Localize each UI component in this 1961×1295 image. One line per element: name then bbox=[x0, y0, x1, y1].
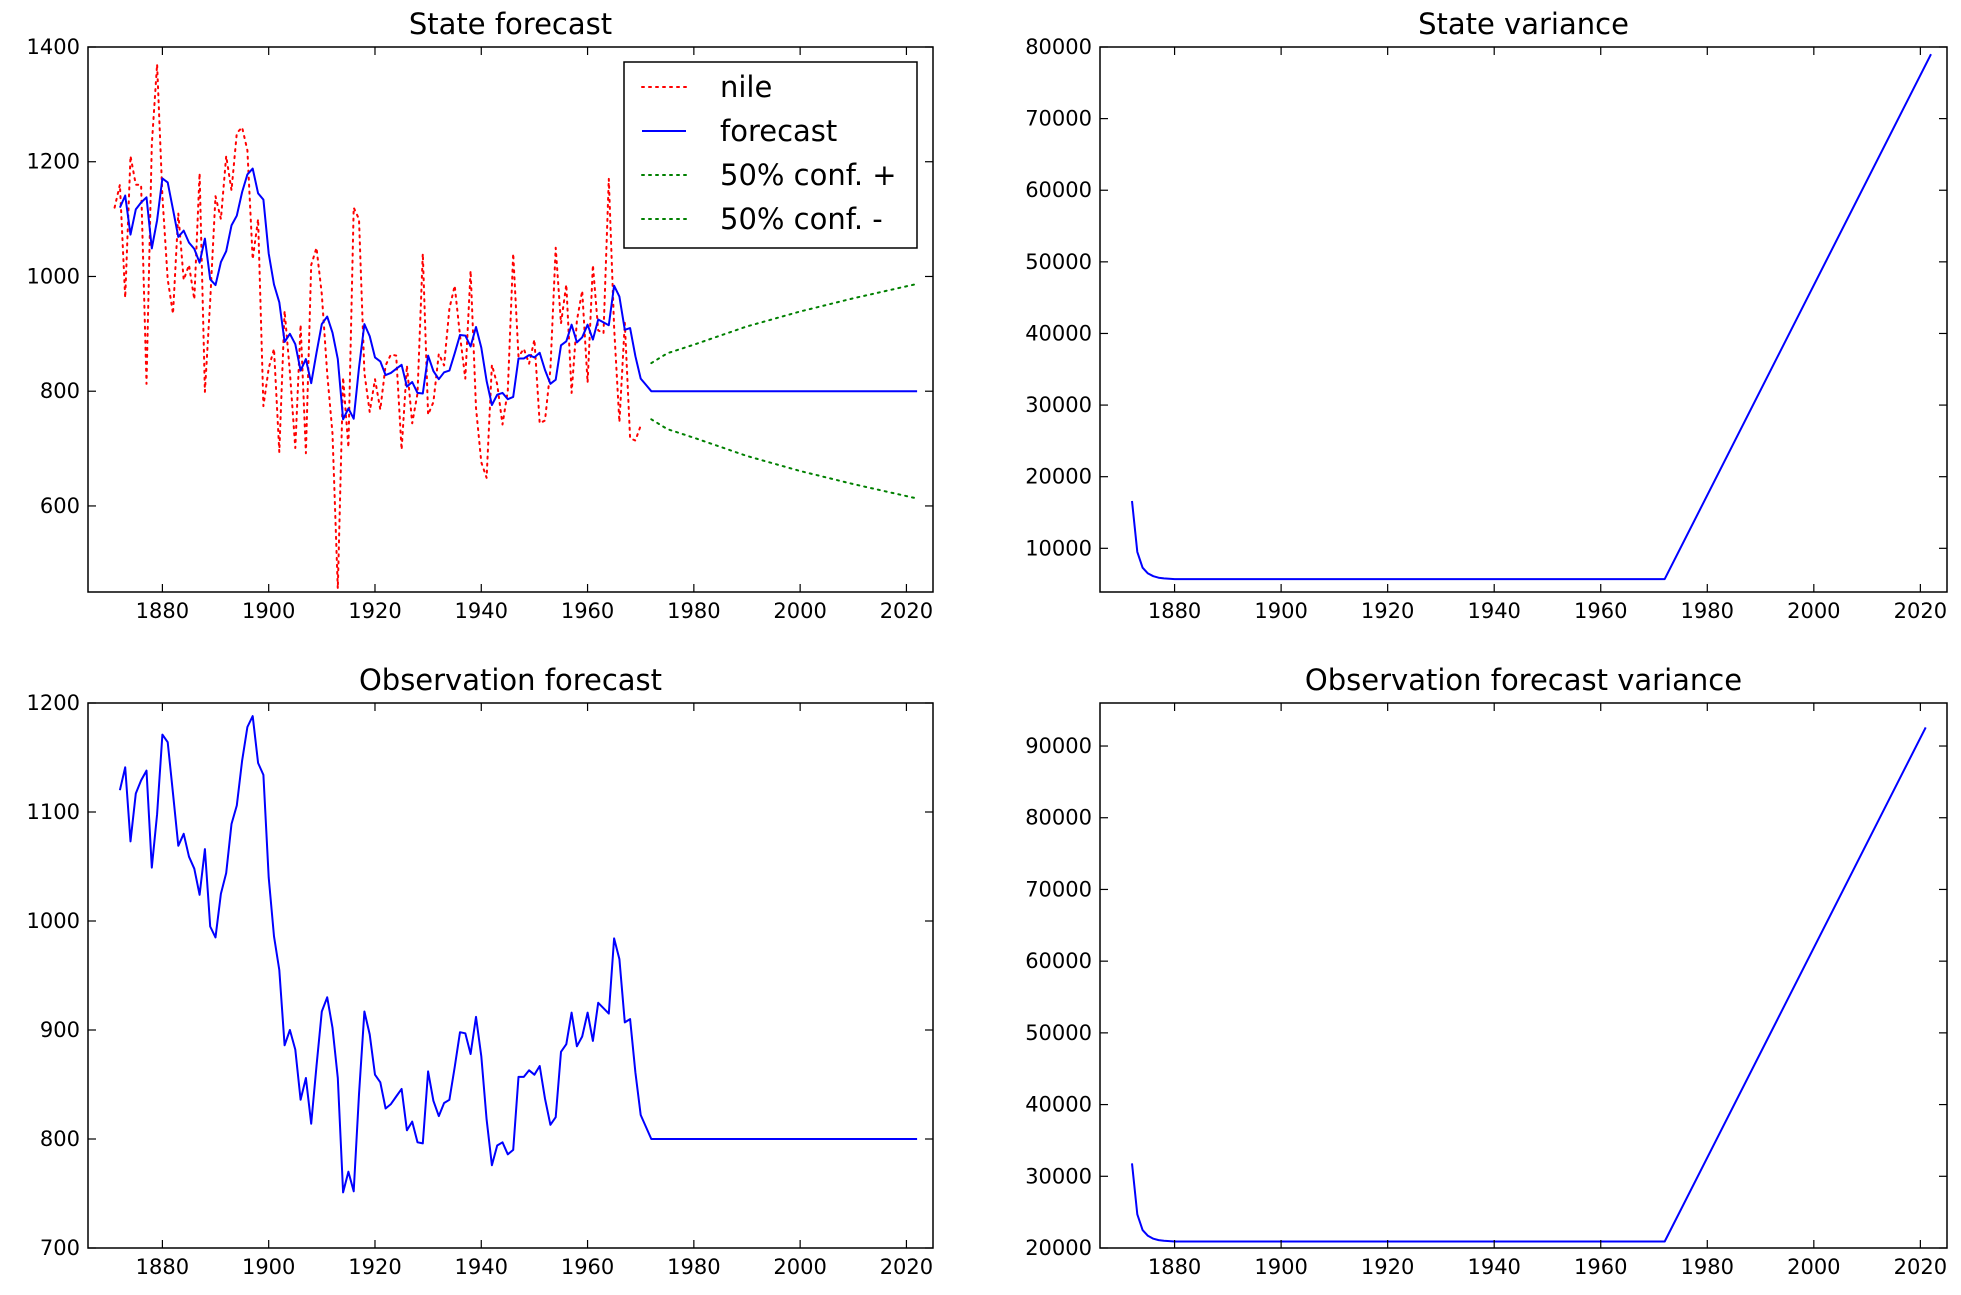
x-tick-label: 2020 bbox=[880, 1255, 933, 1279]
x-tick-label: 2000 bbox=[773, 1255, 826, 1279]
chart-title: State forecast bbox=[409, 7, 612, 41]
x-tick-label: 1980 bbox=[667, 599, 720, 623]
series-line-forecast bbox=[118, 167, 918, 421]
x-tick-label: 1980 bbox=[667, 1255, 720, 1279]
y-tick-label: 10000 bbox=[1025, 536, 1092, 560]
y-tick-label: 70000 bbox=[1025, 877, 1092, 901]
x-tick-label: 1880 bbox=[1148, 599, 1201, 623]
legend-label: 50% conf. - bbox=[720, 202, 883, 236]
legend: nile forecast 50% conf. + 50% conf. - bbox=[623, 61, 918, 249]
series-line-nile bbox=[113, 63, 642, 590]
x-tick-label: 1900 bbox=[242, 599, 295, 623]
x-tick-label: 1940 bbox=[455, 1255, 508, 1279]
series-line-0 bbox=[1131, 726, 1927, 1243]
series-line-0 bbox=[118, 715, 918, 1194]
y-tick-label: 1200 bbox=[27, 691, 80, 715]
x-tick-label: 2000 bbox=[1787, 599, 1840, 623]
axes-frame bbox=[1099, 46, 1948, 593]
y-tick-label: 1200 bbox=[27, 150, 80, 174]
y-tick-label: 800 bbox=[40, 1127, 80, 1151]
x-tick-label: 1880 bbox=[136, 599, 189, 623]
chart-title: Observation forecast variance bbox=[1305, 663, 1742, 697]
y-tick-label: 40000 bbox=[1025, 1093, 1092, 1117]
x-tick-label: 1920 bbox=[348, 1255, 401, 1279]
y-tick-label: 80000 bbox=[1025, 806, 1092, 830]
y-tick-label: 50000 bbox=[1025, 1021, 1092, 1045]
y-tick-label: 20000 bbox=[1025, 465, 1092, 489]
x-tick-label: 1880 bbox=[1148, 1255, 1201, 1279]
legend-box bbox=[623, 61, 918, 249]
observation-forecast-chart: Observation forecast 1880 1900 1920 1940 1960… bbox=[27, 663, 934, 1279]
y-tick-label: 1100 bbox=[27, 800, 80, 824]
x-tick-label: 1920 bbox=[1361, 1255, 1414, 1279]
x-tick-label: 2020 bbox=[1894, 1255, 1947, 1279]
y-tick-label: 60000 bbox=[1025, 178, 1092, 202]
x-tick-label: 1920 bbox=[1361, 599, 1414, 623]
series-line-0 bbox=[1131, 53, 1932, 581]
x-tick-label: 1960 bbox=[561, 1255, 614, 1279]
x-tick-label: 1960 bbox=[1574, 1255, 1627, 1279]
y-tick-label: 60000 bbox=[1025, 949, 1092, 973]
y-tick-label: 1000 bbox=[27, 264, 80, 288]
x-tick-label: 1920 bbox=[348, 599, 401, 623]
chart-title: State variance bbox=[1418, 7, 1629, 41]
y-tick-label: 20000 bbox=[1025, 1236, 1092, 1260]
x-tick-label: 1940 bbox=[1467, 599, 1520, 623]
x-tick-label: 1980 bbox=[1681, 1255, 1734, 1279]
x-tick-label: 1960 bbox=[1574, 599, 1627, 623]
series-line-50-conf- bbox=[650, 282, 919, 365]
y-tick-label: 800 bbox=[40, 379, 80, 403]
axes-frame bbox=[1099, 702, 1948, 1249]
y-tick-label: 1400 bbox=[27, 35, 80, 59]
y-tick-label: 30000 bbox=[1025, 1164, 1092, 1188]
x-tick-label: 1900 bbox=[1254, 1255, 1307, 1279]
y-tick-label: 700 bbox=[40, 1236, 80, 1260]
y-tick-label: 1000 bbox=[27, 909, 80, 933]
y-tick-label: 80000 bbox=[1025, 35, 1092, 59]
legend-label: forecast bbox=[720, 114, 837, 148]
axes-frame bbox=[87, 702, 934, 1249]
chart-title: Observation forecast bbox=[359, 663, 662, 697]
state-forecast-chart: State forecast 1880 1900 1920 1940 1960 1980 20… bbox=[27, 7, 934, 623]
x-tick-label: 2000 bbox=[1787, 1255, 1840, 1279]
x-tick-label: 1940 bbox=[455, 599, 508, 623]
x-tick-label: 1940 bbox=[1467, 1255, 1520, 1279]
legend-label: 50% conf. + bbox=[720, 158, 897, 192]
state-variance-chart: State variance 1880 1900 1920 1940 1960 1980 20… bbox=[1025, 7, 1948, 623]
y-tick-label: 30000 bbox=[1025, 393, 1092, 417]
observation-forecast-variance-chart: Observation forecast variance 1880 1900 192… bbox=[1025, 663, 1948, 1279]
series-line-50-conf- bbox=[650, 418, 919, 500]
x-tick-label: 2020 bbox=[1894, 599, 1947, 623]
y-tick-label: 600 bbox=[40, 494, 80, 518]
y-tick-label: 90000 bbox=[1025, 734, 1092, 758]
y-tick-label: 40000 bbox=[1025, 321, 1092, 345]
axes-frame bbox=[87, 46, 934, 593]
x-tick-label: 1980 bbox=[1681, 599, 1734, 623]
y-tick-label: 900 bbox=[40, 1018, 80, 1042]
x-tick-label: 1900 bbox=[242, 1255, 295, 1279]
x-tick-label: 2020 bbox=[880, 599, 933, 623]
x-tick-label: 1880 bbox=[136, 1255, 189, 1279]
legend-label: nile bbox=[720, 70, 772, 104]
y-tick-label: 70000 bbox=[1025, 107, 1092, 131]
x-tick-label: 2000 bbox=[773, 599, 826, 623]
y-tick-label: 50000 bbox=[1025, 250, 1092, 274]
x-tick-label: 1960 bbox=[561, 599, 614, 623]
x-tick-label: 1900 bbox=[1254, 599, 1307, 623]
